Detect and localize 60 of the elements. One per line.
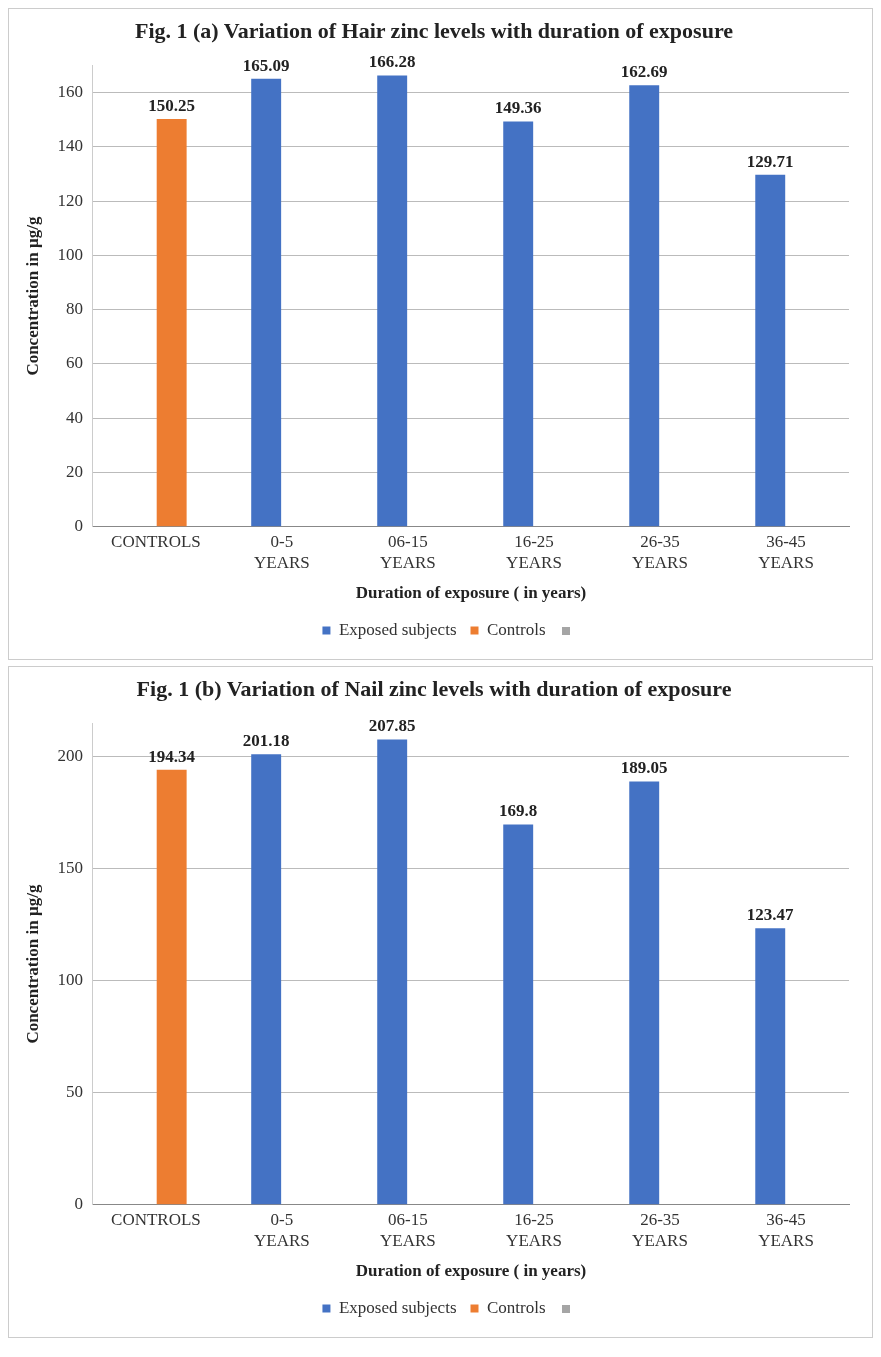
- x-tick-label: 26-35 YEARS: [632, 532, 688, 572]
- y-tick-label: 140: [57, 136, 83, 156]
- data-label: 149.36: [494, 98, 542, 118]
- bar: [503, 121, 534, 527]
- chart-title: Fig. 1 (a) Variation of Hair zinc levels with duration of exposure: [134, 17, 734, 43]
- y-tick-label: 50: [65, 1082, 83, 1102]
- bar: [156, 769, 187, 1205]
- bar: [156, 119, 187, 527]
- y-tick-label: 0: [74, 1194, 83, 1214]
- legend-label: Controls: [487, 619, 546, 639]
- legend-label: Exposed subjects: [338, 1297, 457, 1317]
- data-label: 165.09: [242, 55, 290, 75]
- x-tick-label: 06-15 YEARS: [380, 532, 436, 572]
- y-axis-title: Concentration in µg/g: [22, 884, 42, 1044]
- y-tick-label: 200: [57, 746, 83, 766]
- x-tick-label: 26-35 YEARS: [632, 1210, 688, 1250]
- bar: [629, 781, 660, 1205]
- legend-label: Controls: [487, 1297, 546, 1317]
- legend-label: Exposed subjects: [338, 619, 457, 639]
- x-axis-title: Duration of exposure ( in years): [355, 583, 587, 603]
- y-tick-label: 100: [57, 970, 83, 990]
- data-label: 194.34: [148, 746, 196, 766]
- y-tick-label: 80: [65, 299, 83, 319]
- y-axis-title: Concentration in µg/g: [22, 216, 42, 376]
- bar: [755, 928, 786, 1205]
- data-label: 129.71: [746, 151, 794, 171]
- y-tick-label: 40: [65, 407, 83, 427]
- bar: [629, 85, 660, 527]
- x-tick-label: CONTROLS: [111, 1210, 201, 1230]
- bar: [755, 174, 786, 527]
- x-axis-title: Duration of exposure ( in years): [355, 1261, 587, 1281]
- y-tick-label: 150: [57, 858, 83, 878]
- y-tick-label: 60: [65, 353, 83, 373]
- x-tick-label: 16-25 YEARS: [506, 1210, 562, 1250]
- x-tick-label: 36-45 YEARS: [758, 1210, 814, 1250]
- bar: [377, 75, 408, 527]
- bar: [251, 78, 282, 527]
- x-tick-label: 36-45 YEARS: [758, 532, 814, 572]
- data-label: 207.85: [368, 716, 416, 736]
- chart-title: Fig. 1 (b) Variation of Nail zinc levels with duration of exposure: [136, 675, 732, 701]
- x-tick-label: 0-5 YEARS: [254, 532, 310, 572]
- data-label: 201.18: [242, 731, 290, 751]
- x-tick-label: CONTROLS: [111, 532, 201, 552]
- y-tick-label: 20: [65, 461, 83, 481]
- data-label: 150.25: [148, 95, 196, 115]
- y-tick-label: 100: [57, 244, 83, 264]
- y-tick-label: 120: [57, 190, 83, 210]
- data-label: 189.05: [620, 758, 668, 778]
- x-tick-label: 0-5 YEARS: [254, 1210, 310, 1250]
- data-label: 162.69: [620, 62, 668, 82]
- data-label: 169.8: [499, 801, 538, 821]
- data-label: 123.47: [746, 905, 795, 925]
- data-label: 166.28: [368, 52, 416, 72]
- y-tick-label: 160: [57, 82, 83, 102]
- bar: [503, 824, 534, 1205]
- x-tick-label: 06-15 YEARS: [380, 1210, 436, 1250]
- bar: [251, 754, 282, 1205]
- x-tick-label: 16-25 YEARS: [506, 532, 562, 572]
- bar: [377, 739, 408, 1205]
- y-tick-label: 0: [74, 516, 83, 536]
